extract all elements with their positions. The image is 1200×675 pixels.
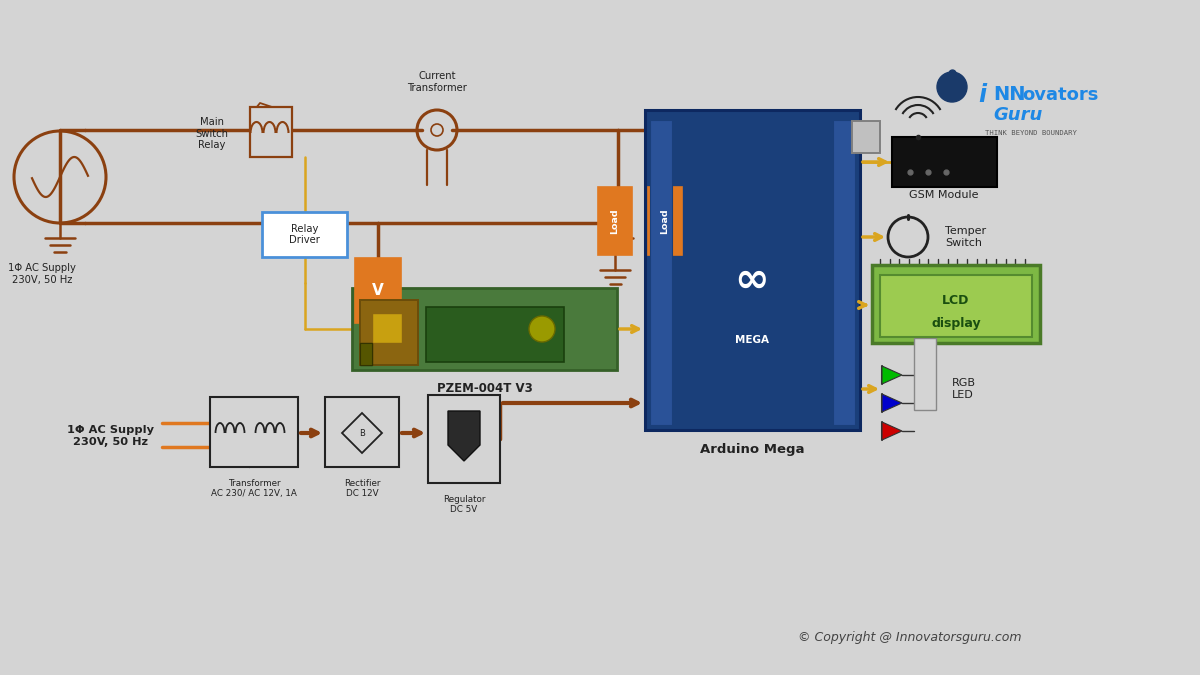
FancyBboxPatch shape bbox=[250, 107, 292, 157]
Text: Main
Switch
Relay: Main Switch Relay bbox=[196, 117, 228, 151]
Text: Rectifier
DC 12V: Rectifier DC 12V bbox=[343, 479, 380, 498]
Text: RGB
LED: RGB LED bbox=[952, 378, 976, 400]
Text: ovators: ovators bbox=[1022, 86, 1098, 104]
Text: PZEM-004T V3: PZEM-004T V3 bbox=[437, 382, 533, 395]
FancyBboxPatch shape bbox=[210, 397, 298, 467]
Text: Arduino Mega: Arduino Mega bbox=[700, 443, 804, 456]
Text: Regulator
DC 5V: Regulator DC 5V bbox=[443, 495, 485, 514]
Text: 1Φ AC Supply
230V, 50 Hz: 1Φ AC Supply 230V, 50 Hz bbox=[8, 263, 76, 285]
Text: Load: Load bbox=[660, 208, 670, 234]
Polygon shape bbox=[882, 422, 902, 440]
Text: display: display bbox=[931, 317, 980, 329]
Text: Transformer
AC 230/ AC 12V, 1A: Transformer AC 230/ AC 12V, 1A bbox=[211, 479, 296, 498]
Polygon shape bbox=[882, 366, 902, 384]
Text: ∞: ∞ bbox=[734, 259, 769, 301]
FancyBboxPatch shape bbox=[598, 187, 632, 255]
Circle shape bbox=[937, 72, 967, 102]
FancyBboxPatch shape bbox=[648, 187, 682, 255]
Text: Current
Transformer: Current Transformer bbox=[407, 72, 467, 93]
Text: Load: Load bbox=[611, 208, 619, 234]
Text: © Copyright @ Innovatorsguru.com: © Copyright @ Innovatorsguru.com bbox=[798, 630, 1021, 643]
FancyBboxPatch shape bbox=[646, 110, 860, 430]
Polygon shape bbox=[882, 394, 902, 412]
FancyBboxPatch shape bbox=[872, 265, 1040, 343]
FancyBboxPatch shape bbox=[914, 338, 936, 410]
Text: 1Φ AC Supply
230V, 50 Hz: 1Φ AC Supply 230V, 50 Hz bbox=[66, 425, 154, 447]
Text: Temper
Switch: Temper Switch bbox=[946, 226, 986, 248]
FancyBboxPatch shape bbox=[892, 137, 997, 187]
Circle shape bbox=[529, 316, 554, 342]
FancyBboxPatch shape bbox=[262, 212, 347, 257]
FancyBboxPatch shape bbox=[428, 395, 500, 483]
FancyBboxPatch shape bbox=[325, 397, 398, 467]
FancyBboxPatch shape bbox=[360, 343, 372, 365]
Text: i: i bbox=[978, 83, 986, 107]
FancyBboxPatch shape bbox=[852, 121, 880, 153]
Text: V: V bbox=[372, 283, 384, 298]
FancyBboxPatch shape bbox=[650, 120, 672, 425]
Text: Guru: Guru bbox=[994, 106, 1043, 124]
FancyBboxPatch shape bbox=[352, 288, 617, 370]
Text: LCD: LCD bbox=[942, 294, 970, 308]
FancyBboxPatch shape bbox=[360, 343, 372, 365]
Text: B: B bbox=[359, 429, 365, 437]
Text: Relay
Driver: Relay Driver bbox=[289, 223, 320, 245]
FancyBboxPatch shape bbox=[833, 120, 856, 425]
FancyBboxPatch shape bbox=[880, 275, 1032, 337]
FancyBboxPatch shape bbox=[355, 258, 401, 323]
Polygon shape bbox=[448, 411, 480, 461]
Text: MEGA: MEGA bbox=[734, 335, 769, 345]
Text: NN: NN bbox=[994, 86, 1026, 105]
FancyBboxPatch shape bbox=[426, 307, 564, 362]
FancyBboxPatch shape bbox=[360, 343, 372, 365]
FancyBboxPatch shape bbox=[372, 313, 402, 343]
Text: THINK BEYOND BOUNDARY: THINK BEYOND BOUNDARY bbox=[985, 130, 1076, 136]
FancyBboxPatch shape bbox=[360, 343, 372, 365]
FancyBboxPatch shape bbox=[360, 300, 418, 365]
Text: GSM Module: GSM Module bbox=[910, 190, 979, 200]
